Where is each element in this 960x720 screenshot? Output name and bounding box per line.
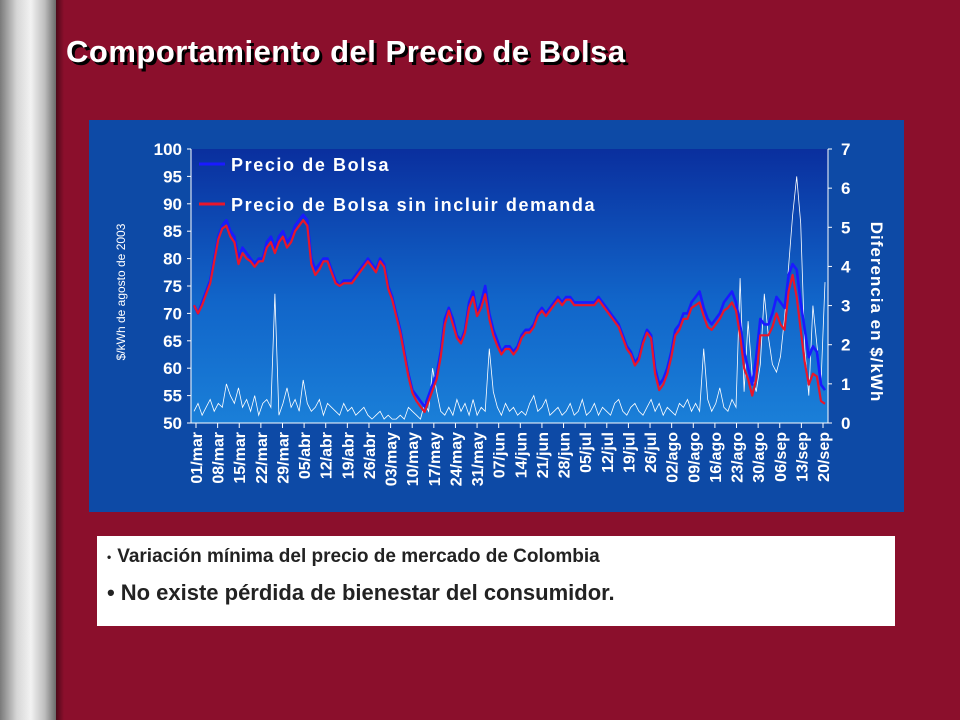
- y2-tick-label: 5: [841, 218, 850, 237]
- x-tick-label: 31/may: [470, 432, 487, 486]
- y2-tick-label: 7: [841, 140, 850, 159]
- x-tick-label: 05/jul: [578, 432, 595, 473]
- x-tick-label: 29/mar: [275, 432, 292, 484]
- x-tick-label: 24/may: [448, 432, 465, 486]
- slide-title: Comportamiento del Precio de Bolsa: [66, 34, 626, 69]
- bullet-text: No existe pérdida de bienestar del consu…: [120, 580, 615, 605]
- x-tick-label: 16/ago: [708, 432, 725, 483]
- y-tick-label: 55: [163, 387, 182, 406]
- x-tick-label: 05/abr: [297, 432, 314, 479]
- y-tick-label: 50: [163, 414, 182, 433]
- bullet-item-bienestar: • No existe pérdida de bienestar del cons…: [107, 580, 883, 606]
- y2-tick-label: 1: [841, 375, 850, 394]
- y-tick-label: 60: [163, 359, 182, 378]
- y-tick-label: 100: [154, 140, 182, 159]
- legend-label: Precio de Bolsa: [231, 155, 390, 175]
- x-tick-label: 03/may: [384, 432, 401, 486]
- series-line-diferencia: [193, 176, 826, 420]
- y-tick-label: 65: [163, 332, 182, 351]
- y-tick-label: 85: [163, 222, 182, 241]
- bullet-dot: •: [107, 549, 112, 564]
- x-tick-label: 08/mar: [211, 432, 228, 484]
- y-tick-label: 75: [163, 277, 182, 296]
- x-tick-label: 30/ago: [751, 432, 768, 483]
- y-tick-label: 80: [163, 250, 182, 269]
- series-line-precio-bolsa: [192, 213, 827, 408]
- x-tick-label: 22/mar: [254, 432, 271, 484]
- x-tick-label: 12/abr: [319, 432, 336, 479]
- x-tick-label: 09/ago: [686, 432, 703, 483]
- y-tick-label: 70: [163, 304, 182, 323]
- left-decorative-bar: [0, 0, 56, 720]
- y-tick-label: 95: [163, 167, 182, 186]
- y2-tick-label: 4: [841, 257, 851, 276]
- x-tick-label: 06/sep: [773, 432, 790, 482]
- y2-axis-title: Diferencia en $/kWh: [867, 222, 886, 403]
- x-tick-label: 17/may: [427, 432, 444, 486]
- x-tick-label: 28/jun: [557, 432, 574, 478]
- y2-tick-label: 3: [841, 297, 850, 316]
- x-tick-label: 21/jun: [535, 432, 552, 478]
- x-tick-label: 19/jul: [621, 432, 638, 473]
- x-tick-label: 26/jul: [643, 432, 660, 473]
- x-tick-label: 07/jun: [492, 432, 509, 478]
- x-tick-label: 01/mar: [189, 432, 206, 484]
- y-tick-label: 90: [163, 195, 182, 214]
- y2-tick-label: 6: [841, 179, 850, 198]
- x-tick-label: 23/ago: [730, 432, 747, 483]
- left-bar-shadow: [56, 0, 64, 720]
- bullet-box: • Variación mínima del precio de mercado …: [97, 536, 895, 626]
- y2-tick-label: 0: [841, 414, 850, 433]
- y2-tick-label: 2: [841, 336, 850, 355]
- bullet-item-variacion: • Variación mínima del precio de mercado …: [107, 546, 883, 568]
- bullet-dot: •: [107, 580, 115, 605]
- plot-area: [191, 149, 828, 423]
- x-tick-label: 19/abr: [340, 432, 357, 479]
- series-line-precio-sin-demanda: [193, 219, 826, 414]
- x-tick-label: 13/sep: [794, 432, 811, 482]
- bullet-text: Variación mínima del precio de mercado d…: [117, 546, 600, 567]
- y-axis-title: $/kWh de agosto de 2003: [114, 223, 128, 360]
- x-tick-label: 14/jun: [513, 432, 530, 478]
- legend-label: Precio de Bolsa sin incluir demanda: [231, 195, 596, 215]
- x-tick-label: 20/sep: [816, 432, 833, 482]
- x-tick-label: 15/mar: [232, 432, 249, 484]
- x-tick-label: 02/ago: [665, 432, 682, 483]
- x-tick-label: 10/may: [405, 432, 422, 486]
- x-tick-label: 12/jul: [600, 432, 617, 473]
- chart-panel: 100 95 90 85 80 75 70 65 60 55 50 7 6 5 4 3 2 1 0 $/kWh de …: [89, 120, 904, 512]
- x-tick-label: 26/abr: [362, 432, 379, 479]
